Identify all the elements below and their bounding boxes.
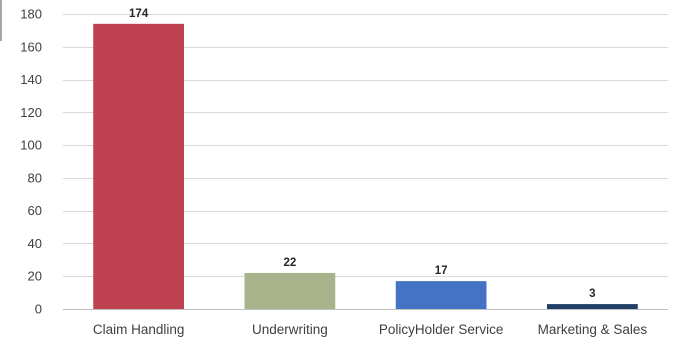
bar xyxy=(547,304,638,309)
y-tick-label: 20 xyxy=(28,269,42,284)
y-tick-label: 120 xyxy=(20,105,42,120)
y-axis-ticks: 0 20 40 60 80 100 120 140 160 180 xyxy=(20,7,42,317)
data-label: 3 xyxy=(589,288,595,300)
bars xyxy=(93,23,638,309)
y-tick-label: 100 xyxy=(20,138,42,153)
left-edge-fragment xyxy=(0,0,2,41)
data-labels: 174 22 17 3 xyxy=(129,8,596,300)
data-label: 22 xyxy=(283,257,296,269)
y-tick-label: 60 xyxy=(28,203,42,218)
x-axis-categories: Claim Handling Underwriting PolicyHolder S… xyxy=(93,322,648,337)
y-tick-label: 180 xyxy=(20,7,42,22)
y-tick-label: 140 xyxy=(20,72,42,87)
bar xyxy=(244,272,336,309)
bar xyxy=(395,281,487,309)
data-label: 174 xyxy=(129,8,149,20)
data-label: 17 xyxy=(435,265,448,277)
y-tick-label: 80 xyxy=(28,170,42,185)
bar xyxy=(93,23,184,309)
x-category-label: Underwriting xyxy=(252,322,328,337)
y-tick-label: 160 xyxy=(20,39,42,54)
y-tick-label: 40 xyxy=(28,236,42,251)
y-tick-label: 0 xyxy=(35,302,42,317)
x-category-label: Claim Handling xyxy=(93,322,185,337)
x-category-label: Marketing & Sales xyxy=(538,322,648,337)
x-category-label: PolicyHolder Service xyxy=(379,322,504,337)
